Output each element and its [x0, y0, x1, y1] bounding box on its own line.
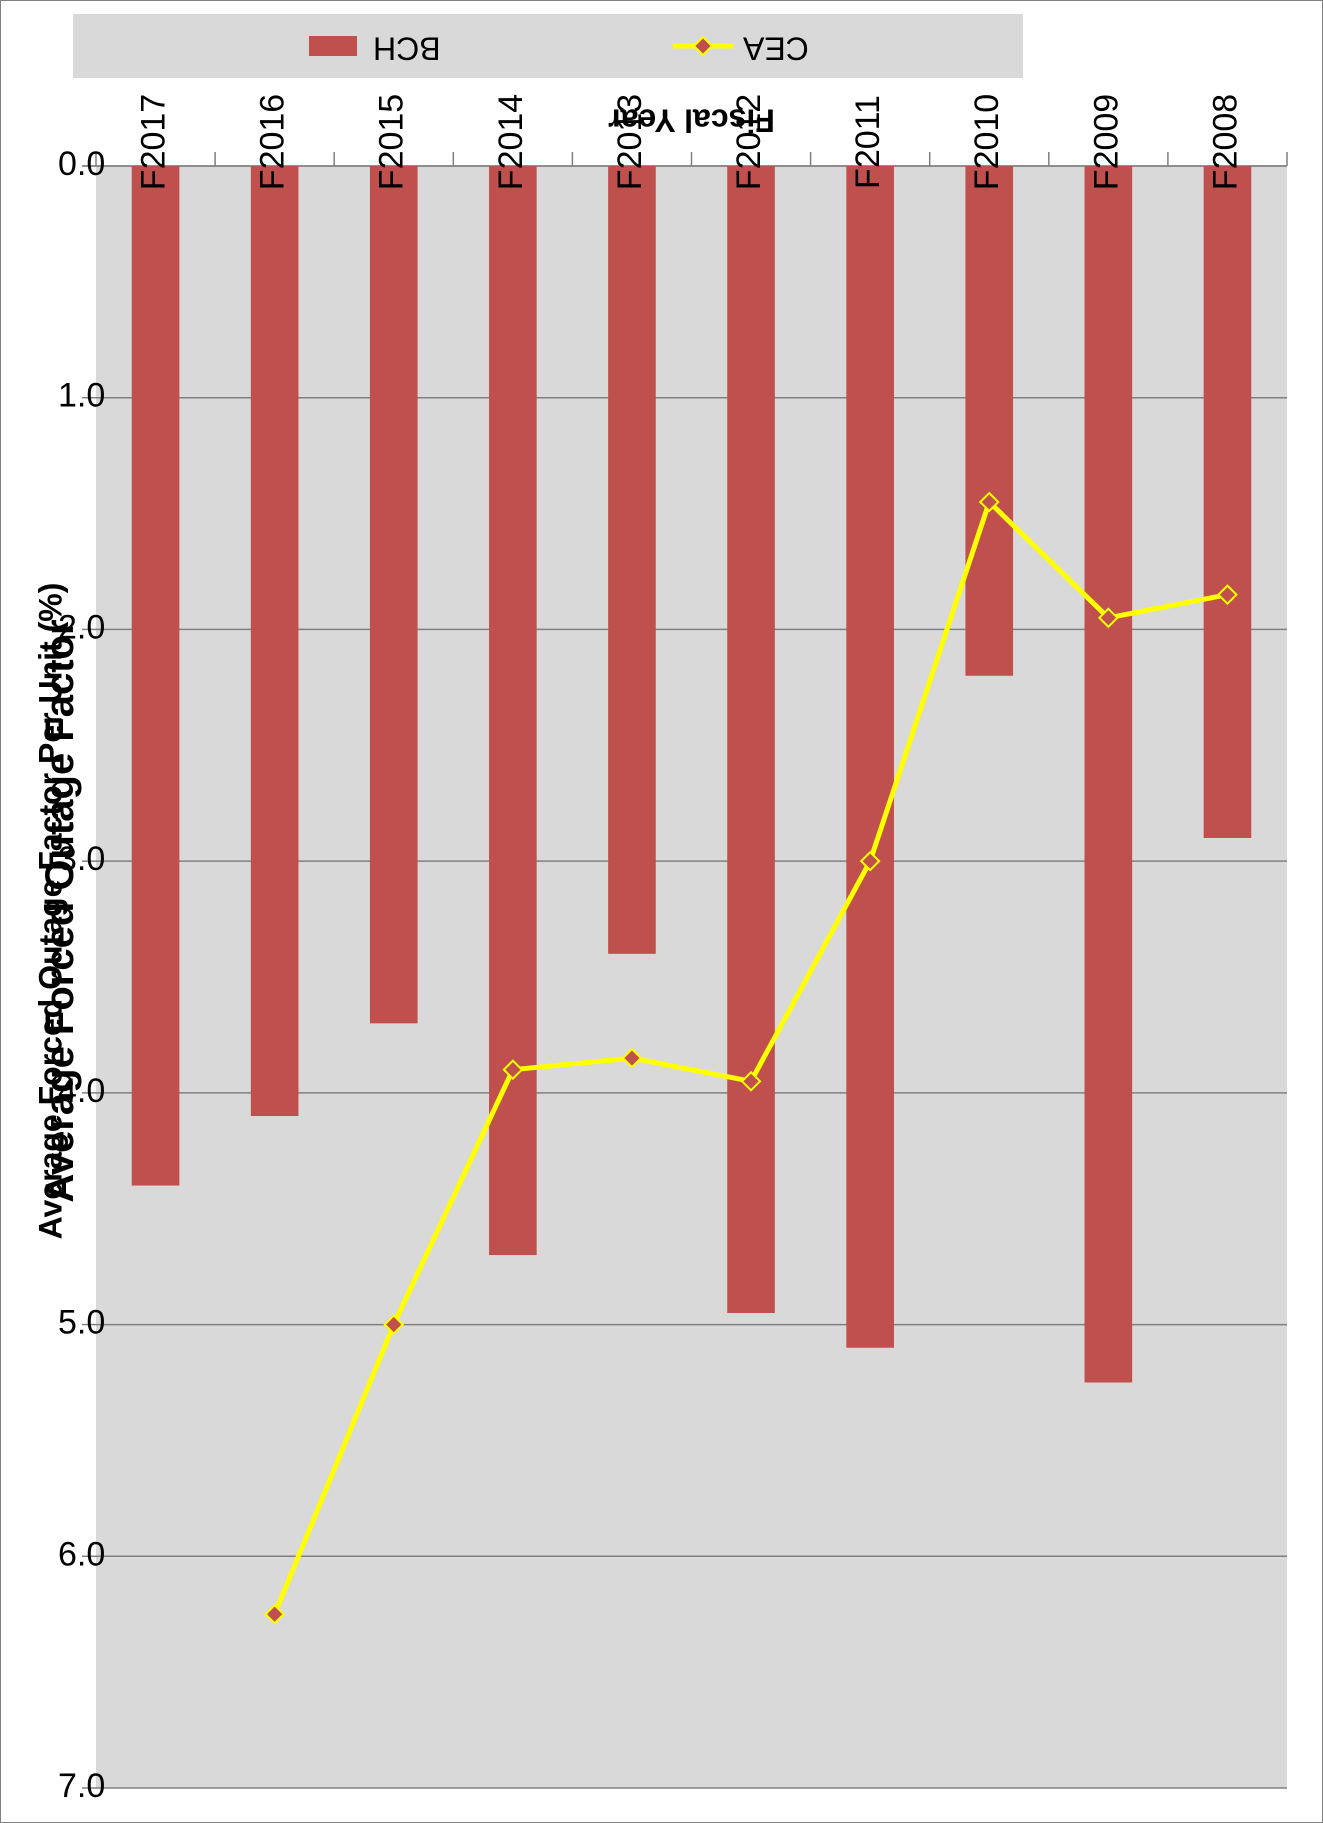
legend-label-bch: BCH — [373, 31, 441, 67]
marker-cea-f2011 — [859, 850, 881, 872]
marker-cea-f2016 — [264, 1603, 286, 1625]
y-tick-label: 3.0 — [58, 840, 105, 878]
legend: BCH CEA — [73, 14, 1023, 78]
bar-bch-f2010 — [965, 166, 1014, 676]
x-tick-label: F2010 — [968, 94, 1006, 190]
y-axis-tick-labels: 0.0 1.0 2.0 3.0 4.0 5.0 6.0 7.0 — [58, 145, 105, 1805]
plot-area — [82, 152, 1288, 1789]
x-tick-label: F2014 — [492, 94, 530, 190]
legend-box — [73, 14, 1023, 78]
legend-swatch-cea-marker — [692, 35, 714, 57]
y-tick-label: 5.0 — [58, 1304, 105, 1342]
marker-cea-f2010 — [978, 491, 1000, 513]
marker-cea-f2012 — [740, 1070, 762, 1092]
rotated-chart: Average Forced Outage Factor 0.0 1.0 2.0 3.… — [32, 14, 1288, 1805]
chart-title: Average Forced Outage Factor — [38, 619, 82, 1202]
y-tick-label: 7.0 — [58, 1767, 105, 1805]
x-axis-title: Fiscal Year — [608, 103, 775, 139]
y-tick-label: 6.0 — [58, 1535, 105, 1573]
x-tick-label: F2008 — [1206, 94, 1244, 190]
y-axis-title: Average Forced Outage Factor Per Unit (%… — [32, 583, 68, 1240]
bar-bch-f2008 — [1203, 166, 1252, 838]
bar-bch-f2009 — [1084, 166, 1133, 1383]
x-tick-label: F2013 — [611, 94, 649, 190]
bar-bch-f2013 — [608, 166, 656, 954]
x-tick-label: F2012 — [730, 94, 768, 190]
x-tick-label: F2009 — [1087, 94, 1125, 190]
x-tick-label: F2017 — [135, 94, 173, 190]
bar-bch-f2012 — [727, 166, 775, 1313]
marker-cea-f2009 — [1097, 607, 1119, 629]
y-tick-label: 0.0 — [58, 145, 105, 183]
bar-bch-f2017 — [131, 166, 180, 1186]
x-tick-label: F2016 — [254, 94, 292, 190]
marker-cea-f2008 — [1217, 584, 1238, 606]
x-tick-label: F2011 — [849, 95, 887, 189]
y-tick-label: 4.0 — [58, 1072, 105, 1110]
bar-bch-f2011 — [846, 166, 894, 1348]
bar-bch-f2015 — [369, 166, 418, 1024]
marker-cea-f2014 — [502, 1059, 524, 1081]
bar-bch-f2016 — [250, 166, 299, 1117]
legend-label-cea: CEA — [742, 31, 808, 67]
marker-cea-f2015 — [383, 1314, 405, 1335]
x-axis-tick-labels: F2008 F2009 F2010 F2011 F2012 F2013 F2014 F2015… — [135, 94, 1245, 190]
marker-cea-f2013 — [621, 1047, 643, 1069]
x-tick-label: F2015 — [373, 94, 411, 190]
legend-swatch-bch — [309, 36, 357, 56]
y-tick-label: 1.0 — [58, 377, 105, 415]
y-tick-label: 2.0 — [58, 608, 105, 646]
bar-bch-f2014 — [489, 166, 537, 1256]
